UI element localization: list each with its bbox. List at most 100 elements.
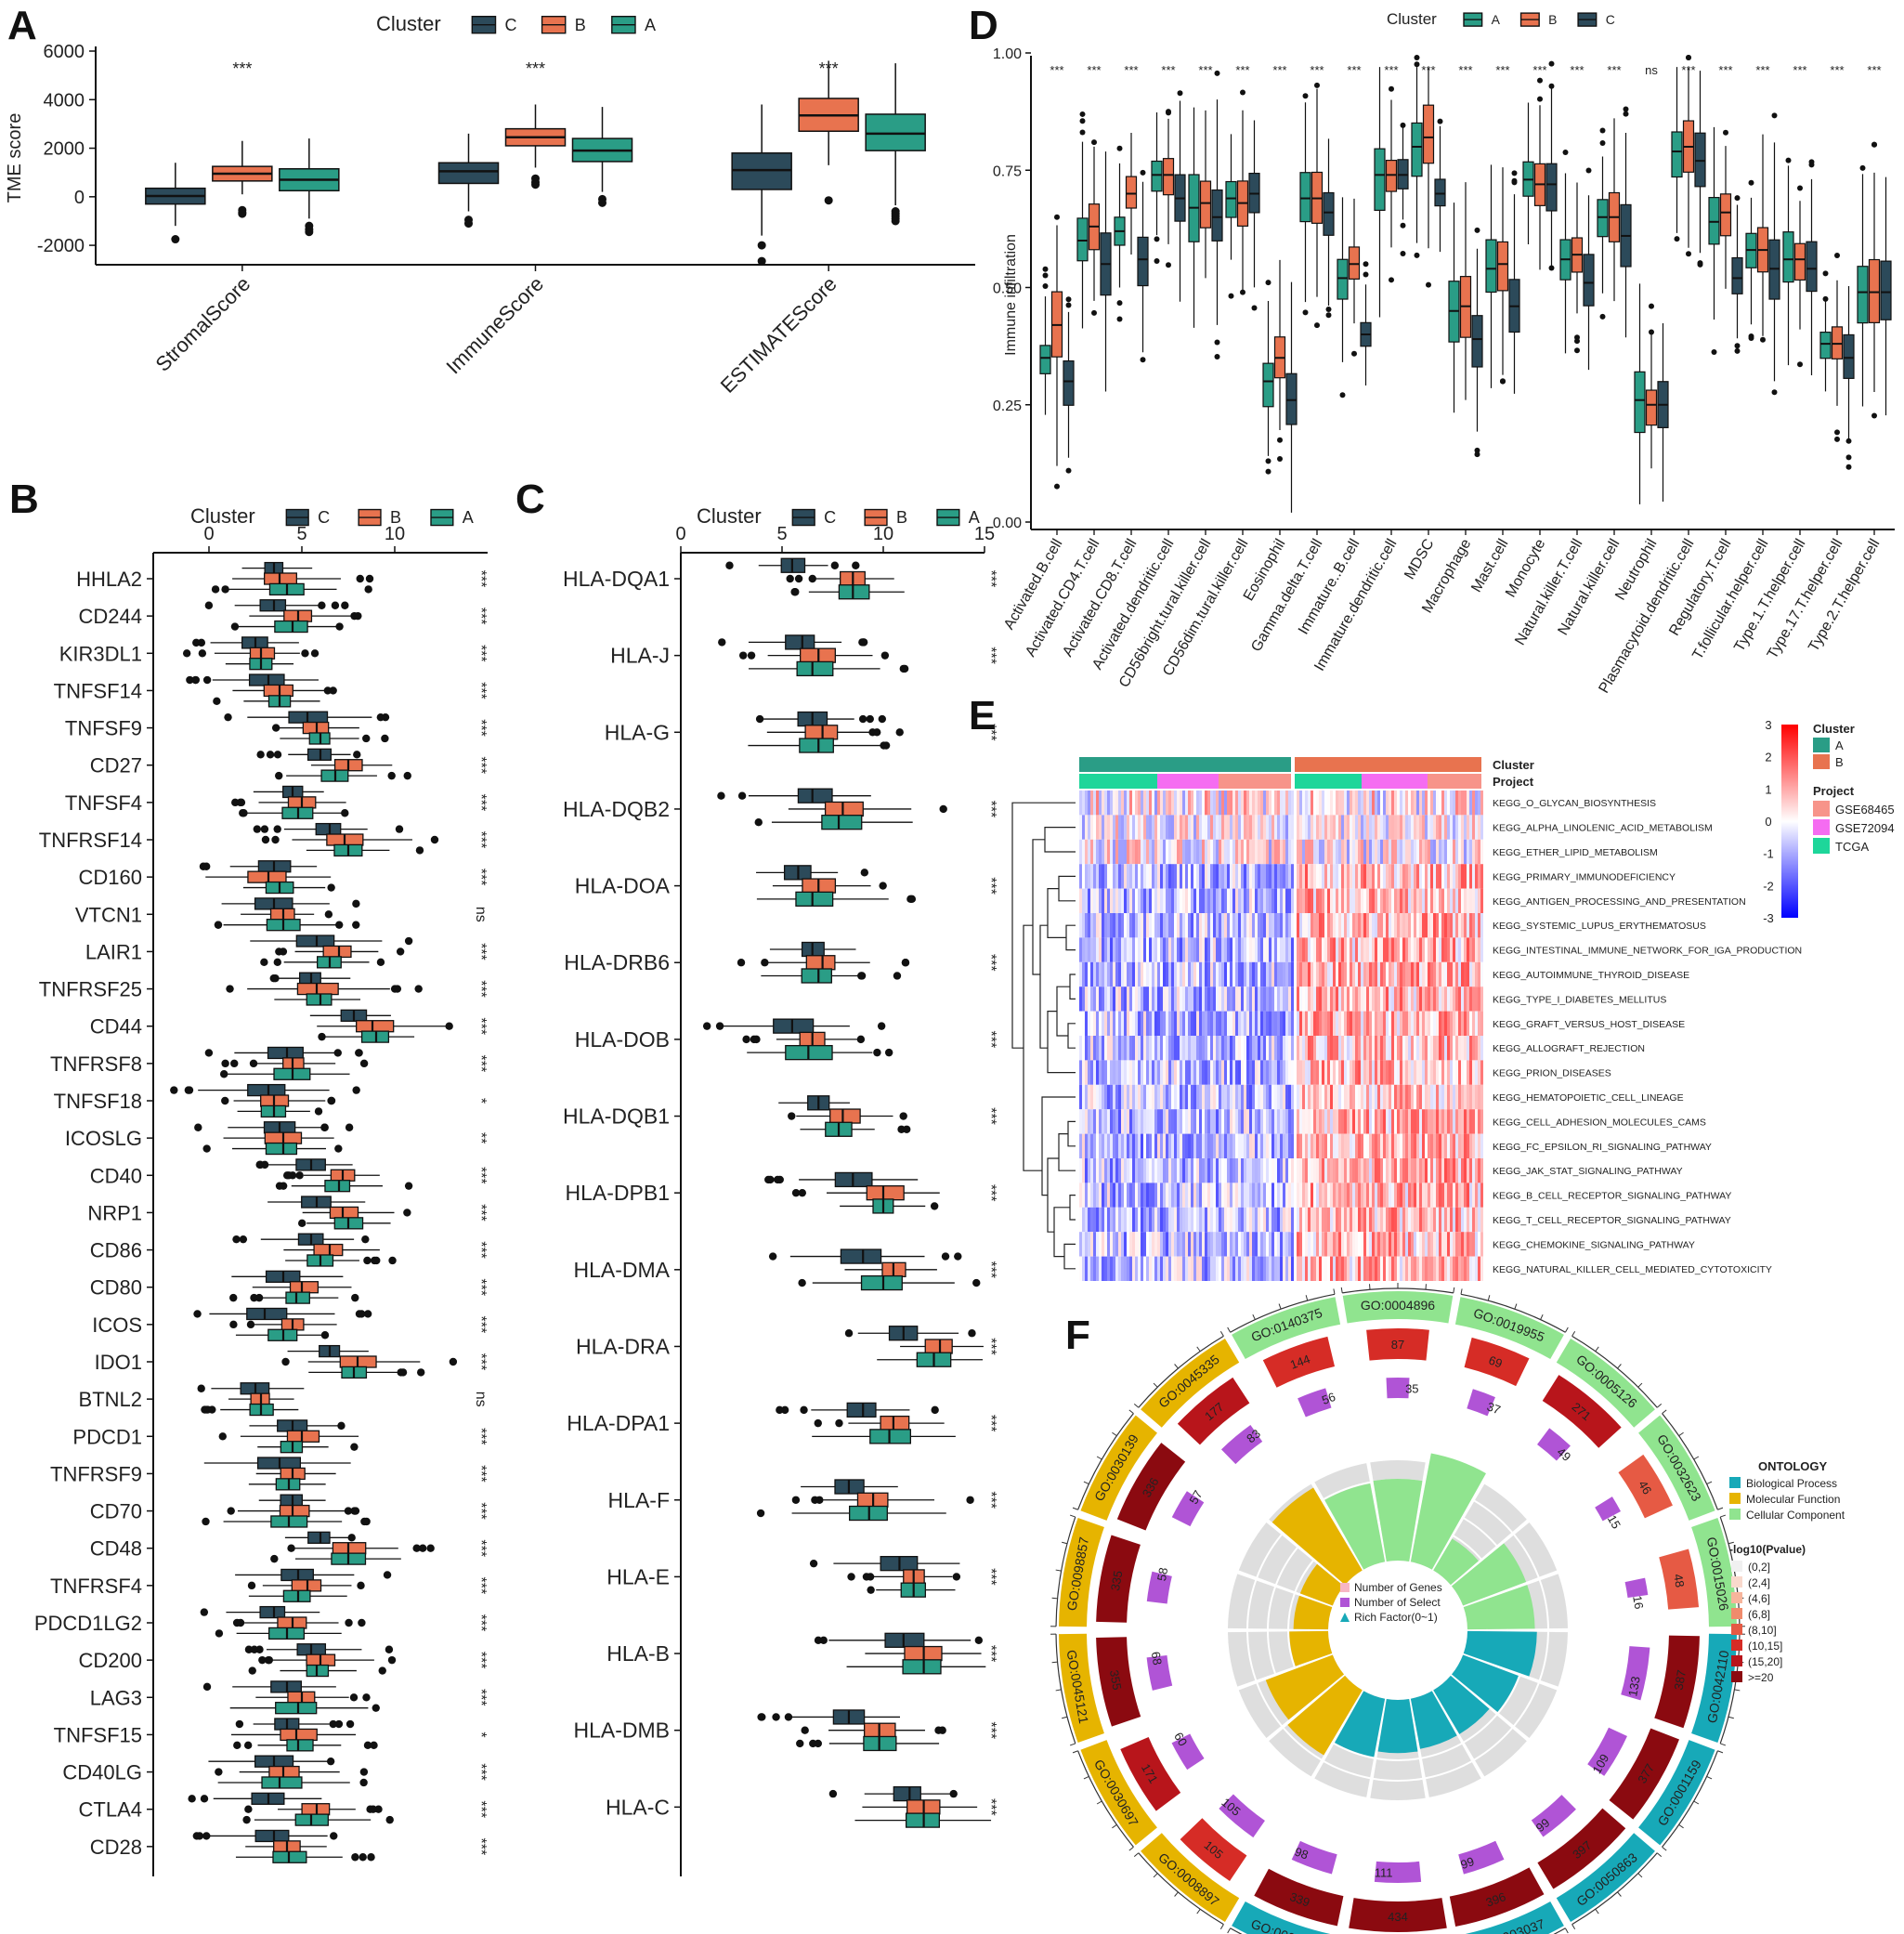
b-outlier-point bbox=[204, 1049, 214, 1057]
e-heatmap-cell bbox=[1402, 791, 1405, 816]
b-outlier-point bbox=[260, 1160, 269, 1170]
e-heatmap-cell bbox=[1118, 1060, 1121, 1085]
e-heatmap-cell bbox=[1202, 1084, 1205, 1110]
c-x-tick-label: 0 bbox=[675, 524, 685, 544]
e-heatmap-cell bbox=[1450, 1207, 1453, 1233]
b-outlier-point bbox=[281, 1357, 290, 1366]
e-heatmap-cell bbox=[1327, 791, 1330, 816]
e-heatmap-cell bbox=[1096, 937, 1099, 962]
e-heatmap-cell bbox=[1149, 913, 1152, 938]
e-heatmap-cell bbox=[1316, 1036, 1319, 1061]
e-heatmap-cell bbox=[1252, 888, 1255, 913]
b-outlier-point bbox=[200, 1795, 209, 1803]
e-heatmap-cell bbox=[1113, 864, 1115, 889]
e-heatmap-cell bbox=[1347, 1256, 1350, 1281]
e-heatmap-cell bbox=[1386, 888, 1389, 913]
a-x-tick-label: ImmuneScore bbox=[442, 272, 549, 379]
e-heatmap-cell bbox=[1480, 791, 1483, 816]
e-heatmap-cell bbox=[1213, 987, 1216, 1012]
e-heatmap-cell bbox=[1366, 961, 1369, 987]
e-heatmap-cell bbox=[1152, 888, 1154, 913]
e-heatmap-cell bbox=[1433, 1084, 1436, 1110]
e-heatmap-cell bbox=[1400, 815, 1402, 840]
e-heatmap-cell bbox=[1124, 1011, 1127, 1036]
e-heatmap-cell bbox=[1330, 937, 1333, 962]
e-heatmap-cell bbox=[1269, 1084, 1272, 1110]
f-rich-factor-grid bbox=[1540, 1574, 1568, 1629]
e-heatmap-cell bbox=[1380, 1036, 1383, 1061]
e-heatmap-cell bbox=[1138, 1256, 1141, 1281]
e-heatmap-cell bbox=[1249, 815, 1252, 840]
e-row-label: KEGG_JAK_STAT_SIGNALING_PATHWAY bbox=[1493, 1166, 1683, 1177]
e-heatmap-cell bbox=[1405, 1011, 1408, 1036]
e-heatmap-cell bbox=[1338, 1158, 1341, 1183]
e-heatmap-cell bbox=[1386, 1133, 1389, 1158]
b-outlier-point bbox=[347, 1534, 356, 1542]
e-heatmap-cell bbox=[1425, 937, 1428, 962]
e-heatmap-cell bbox=[1163, 1011, 1166, 1036]
e-heatmap-cell bbox=[1107, 913, 1110, 938]
f-number-genes-bar bbox=[1537, 1808, 1626, 1889]
e-heatmap-cell bbox=[1227, 961, 1230, 987]
e-heatmap-cell bbox=[1177, 913, 1180, 938]
e-heatmap-cell bbox=[1291, 987, 1294, 1012]
e-heatmap-cell bbox=[1366, 1133, 1369, 1158]
e-heatmap-cell bbox=[1196, 888, 1199, 913]
e-heatmap-cell bbox=[1430, 1207, 1433, 1233]
e-heatmap-cell bbox=[1308, 1207, 1311, 1233]
e-heatmap-cell bbox=[1324, 1158, 1327, 1183]
b-significance-label: ** bbox=[473, 1132, 489, 1143]
e-heatmap-cell bbox=[1129, 839, 1132, 865]
e-heatmap-cell bbox=[1436, 1207, 1439, 1233]
e-heatmap-cell bbox=[1333, 815, 1336, 840]
e-heatmap-cell bbox=[1216, 1084, 1219, 1110]
e-heatmap-cell bbox=[1369, 1232, 1372, 1257]
e-heatmap-cell bbox=[1241, 1256, 1244, 1281]
e-heatmap-cell bbox=[1244, 1060, 1246, 1085]
d-outlier-point bbox=[1697, 261, 1703, 268]
e-heatmap-cell bbox=[1135, 937, 1138, 962]
e-heatmap-cell bbox=[1308, 815, 1311, 840]
e-heatmap-cell bbox=[1269, 1256, 1272, 1281]
e-heatmap-cell bbox=[1113, 1109, 1115, 1134]
e-heatmap-cell bbox=[1422, 1183, 1425, 1208]
f-number-select-label: 99 bbox=[1459, 1854, 1477, 1872]
f-rich-factor-grid bbox=[1258, 1535, 1297, 1585]
e-heatmap-cell bbox=[1269, 839, 1272, 865]
e-heatmap-cell bbox=[1232, 839, 1235, 865]
e-heatmap-cell bbox=[1246, 913, 1249, 938]
e-heatmap-cell bbox=[1182, 815, 1185, 840]
e-dendrogram-branch bbox=[1011, 802, 1076, 1049]
e-heatmap-cell bbox=[1185, 1133, 1188, 1158]
e-heatmap-cell bbox=[1347, 913, 1350, 938]
e-heatmap-cell bbox=[1193, 1084, 1196, 1110]
e-heatmap-cell bbox=[1107, 815, 1110, 840]
e-heatmap-cell bbox=[1260, 1183, 1263, 1208]
e-heatmap-cell bbox=[1453, 1158, 1455, 1183]
e-heatmap-cell bbox=[1082, 987, 1085, 1012]
e-heatmap-cell bbox=[1430, 1060, 1433, 1085]
d-outlier-point bbox=[1548, 60, 1555, 67]
e-row-label: KEGG_SYSTEMIC_LUPUS_ERYTHEMATOSUS bbox=[1493, 921, 1706, 932]
b-outlier-point bbox=[214, 921, 223, 929]
e-heatmap-cell bbox=[1079, 937, 1082, 962]
e-heatmap-cell bbox=[1191, 987, 1193, 1012]
e-heatmap-cell bbox=[1433, 1207, 1436, 1233]
e-heatmap-cell bbox=[1386, 1183, 1389, 1208]
b-significance-label: *** bbox=[473, 831, 489, 849]
e-heatmap-cell bbox=[1380, 913, 1383, 938]
c-significance-label: *** bbox=[983, 1338, 998, 1355]
e-heatmap-cell bbox=[1191, 913, 1193, 938]
c-gene-label: HLA-DQB1 bbox=[563, 1104, 670, 1129]
c-outlier-point bbox=[856, 1035, 866, 1044]
e-heatmap-cell bbox=[1383, 1036, 1386, 1061]
f-rich-factor-grid bbox=[1540, 1631, 1568, 1687]
e-heatmap-cell bbox=[1205, 1207, 1207, 1233]
f-scale-arc bbox=[1230, 1293, 1336, 1333]
e-heatmap-cell bbox=[1433, 888, 1436, 913]
e-project-bar-segment bbox=[1079, 774, 1157, 789]
f-ontology-segment bbox=[1059, 1518, 1104, 1627]
d-outlier-point bbox=[1363, 271, 1369, 278]
f-ontology-legend-label: Cellular Component bbox=[1746, 1509, 1845, 1522]
c-outlier-point bbox=[835, 1418, 843, 1428]
